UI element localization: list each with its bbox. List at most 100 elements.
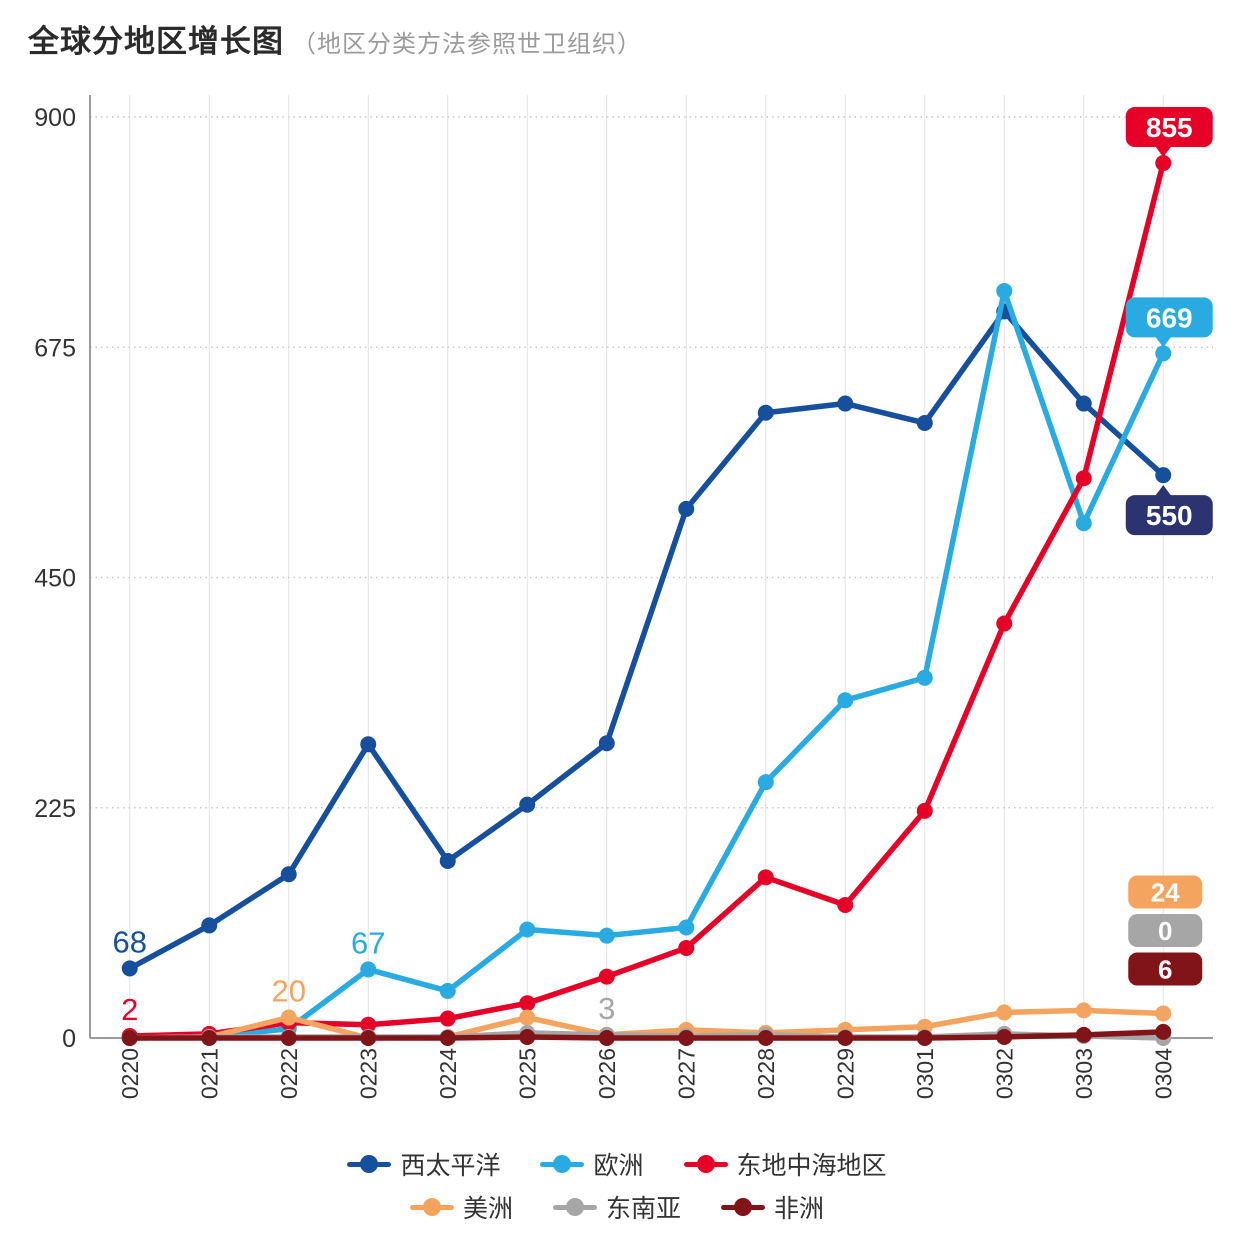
vertical-gridlines	[129, 95, 1164, 1038]
x-tick-0226: 0226	[594, 1048, 620, 1099]
badge-pointer	[1154, 335, 1173, 348]
data-point-东地中海地区-0302	[996, 615, 1013, 632]
data-point-西太平洋-0228	[757, 404, 774, 421]
y-tick-0: 0	[62, 1025, 76, 1053]
data-point-欧洲-0227	[678, 919, 695, 936]
badge-box	[1128, 952, 1203, 986]
legend-label: 东南亚	[605, 1195, 681, 1223]
series-line-非洲	[127, 1029, 1166, 1041]
data-point-美洲-0222	[280, 1009, 297, 1026]
series-西太平洋	[121, 303, 1172, 977]
legend-item-东地中海地区[interactable]: 东地中海地区	[683, 1146, 887, 1182]
badge-box	[1125, 495, 1213, 536]
legend-marker-icon	[683, 1155, 728, 1173]
data-point-非洲-0220	[121, 1030, 138, 1046]
legend-marker-dot	[565, 1198, 584, 1216]
end-value-badges: 550 669 855 24 0 6	[1125, 107, 1213, 986]
data-point-非洲-0227	[678, 1030, 695, 1046]
data-point-美洲-0304	[1155, 1005, 1172, 1022]
badge-value: 0	[1158, 916, 1172, 946]
legend-item-非洲[interactable]: 非洲	[721, 1189, 824, 1225]
badge-box	[1128, 914, 1203, 947]
data-point-欧洲-0304	[1155, 345, 1172, 362]
badge-value: 855	[1146, 112, 1193, 143]
y-axis-labels: 0 225 450 675 900	[34, 104, 76, 1053]
y-tick-675: 675	[34, 334, 76, 362]
point-labels: 68 2 20 67 3	[113, 924, 616, 1027]
legend-marker-dot	[734, 1198, 752, 1216]
data-point-非洲-0221	[201, 1030, 218, 1046]
x-axis-labels: 0220 0221 0222 0223 0224 0225 0226 0227 0228 0229…	[117, 1048, 1177, 1099]
legend-label: 西太平洋	[400, 1152, 501, 1180]
legend-row-1: 西太平洋 欧洲 东地中海地区	[347, 1146, 887, 1182]
data-point-西太平洋-0224	[439, 852, 456, 869]
series-欧洲	[121, 282, 1172, 1046]
y-tick-900: 900	[34, 104, 76, 132]
badge-box	[1128, 875, 1203, 909]
data-point-欧洲-0302	[996, 282, 1013, 299]
data-point-美洲-0302	[996, 1004, 1013, 1021]
y-tick-225: 225	[34, 795, 76, 823]
data-point-东地中海地区-0223	[360, 1016, 377, 1033]
series-东地中海地区	[121, 155, 1172, 1044]
data-point-欧洲-0226	[598, 927, 615, 944]
data-point-东地中海地区-0228	[757, 869, 774, 886]
x-tick-0222: 0222	[276, 1048, 302, 1099]
data-point-西太平洋-0223	[360, 736, 377, 753]
data-point-西太平洋-0229	[837, 395, 854, 412]
legend-item-欧洲[interactable]: 欧洲	[540, 1146, 644, 1182]
end-badge-东地中海地区: 855	[1125, 107, 1213, 158]
badge-box	[1125, 107, 1213, 148]
data-point-欧洲-0229	[837, 692, 854, 709]
x-tick-0221: 0221	[196, 1048, 222, 1099]
data-point-西太平洋-0304	[1155, 467, 1172, 484]
legend-row-2: 美洲 东南亚 非洲	[409, 1189, 824, 1225]
x-tick-0301: 0301	[912, 1048, 938, 1099]
data-point-美洲-0225	[519, 1009, 536, 1026]
chart-legend: 西太平洋 欧洲 东地中海地区美洲 东南亚 非洲	[0, 1146, 1234, 1225]
badge-pointer	[1154, 485, 1173, 498]
data-point-西太平洋-0227	[678, 500, 695, 517]
legend-label: 欧洲	[593, 1152, 644, 1180]
chart-subtitle: （地区分类方法参照世卫组织）	[292, 31, 642, 58]
data-point-西太平洋-0303	[1075, 395, 1092, 412]
legend-marker-dot	[422, 1198, 441, 1216]
x-tick-0227: 0227	[673, 1048, 699, 1099]
data-point-非洲-0302	[996, 1028, 1013, 1045]
x-tick-0220: 0220	[117, 1048, 143, 1099]
end-badge-美洲: 24	[1128, 875, 1203, 909]
data-point-东地中海地区-0229	[837, 896, 854, 913]
data-point-欧洲-0223	[360, 961, 377, 978]
point-label-美洲: 20	[272, 974, 306, 1009]
data-point-美洲-0303	[1075, 1002, 1092, 1019]
end-badge-非洲: 6	[1128, 952, 1203, 986]
legend-marker-icon	[721, 1198, 765, 1216]
series-line-欧洲	[127, 288, 1166, 1041]
data-point-欧洲-0228	[757, 774, 774, 791]
data-point-西太平洋-0225	[519, 796, 536, 813]
end-badge-西太平洋: 550	[1125, 485, 1213, 536]
legend-item-东南亚[interactable]: 东南亚	[552, 1189, 681, 1225]
legend-marker-dot	[553, 1155, 572, 1173]
legend-marker-icon	[552, 1198, 597, 1216]
legend-label: 东地中海地区	[736, 1152, 887, 1180]
data-point-东地中海地区-0304	[1155, 155, 1172, 172]
data-point-西太平洋-0220	[121, 960, 138, 977]
x-tick-0304: 0304	[1150, 1048, 1176, 1099]
legend-item-西太平洋[interactable]: 西太平洋	[347, 1146, 500, 1182]
legend-label: 非洲	[774, 1195, 825, 1223]
chart-title: 全球分地区增长图	[28, 24, 284, 59]
data-point-非洲-0304	[1155, 1023, 1172, 1040]
x-tick-0225: 0225	[514, 1048, 540, 1099]
x-tick-0302: 0302	[991, 1048, 1017, 1099]
data-point-非洲-0223	[360, 1030, 377, 1046]
x-tick-0223: 0223	[355, 1048, 381, 1099]
y-tick-450: 450	[34, 565, 76, 593]
data-point-东地中海地区-0225	[519, 995, 536, 1012]
legend-item-美洲[interactable]: 美洲	[409, 1189, 513, 1225]
data-point-东地中海地区-0224	[439, 1010, 456, 1027]
badge-value: 6	[1158, 954, 1172, 984]
data-point-欧洲-0224	[439, 982, 456, 999]
badge-value: 669	[1146, 302, 1193, 333]
